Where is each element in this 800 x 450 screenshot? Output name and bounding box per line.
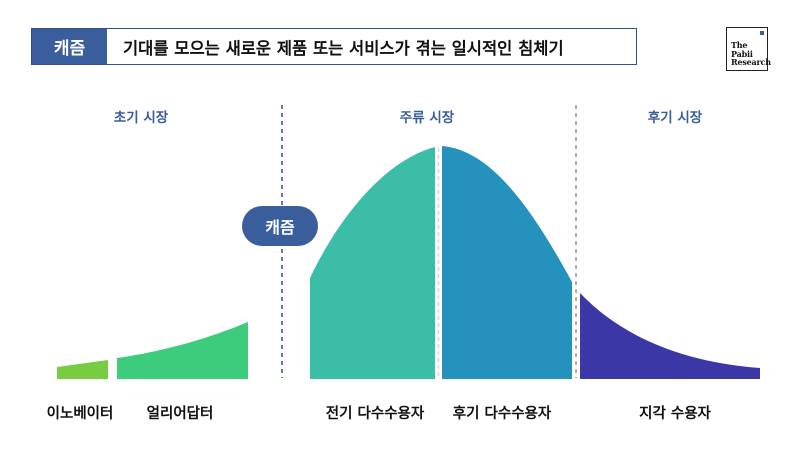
chasm-badge: 캐즘 [242,206,318,246]
segment-label-early-majority: 전기 다수수용자 [325,406,425,422]
header-tag: 캐즘 [32,29,107,64]
logo-line-2: Pabii [731,48,753,59]
segment-label-laggards: 지각 수용자 [639,406,711,422]
segment-laggards [580,293,760,379]
logo-dot [760,31,764,35]
header-title: 기대를 모으는 새로운 제품 또는 서비스가 겪는 일시적인 침체기 [123,38,564,58]
segment-innovators [57,360,108,379]
segment-label-late-majority: 후기 다수수용자 [452,406,552,422]
segment-early-majority [310,147,435,379]
logo-line-3: Research [731,57,771,67]
logo-line-1: The [731,40,748,50]
header-box: 캐즘 기대를 모으는 새로운 제품 또는 서비스가 겪는 일시적인 침체기 [31,28,637,65]
section-label-early: 초기 시장 [113,110,169,126]
segment-early-adopters [117,322,248,379]
logo: The Pabii Research [726,27,771,71]
segment-late-majority [442,146,572,379]
section-label-main: 주류 시장 [399,110,455,126]
segment-label-innovators: 이노베이터 [46,406,114,422]
section-label-late: 후기 시장 [647,110,703,126]
segment-label-early-adopters: 얼리어답터 [146,406,214,422]
